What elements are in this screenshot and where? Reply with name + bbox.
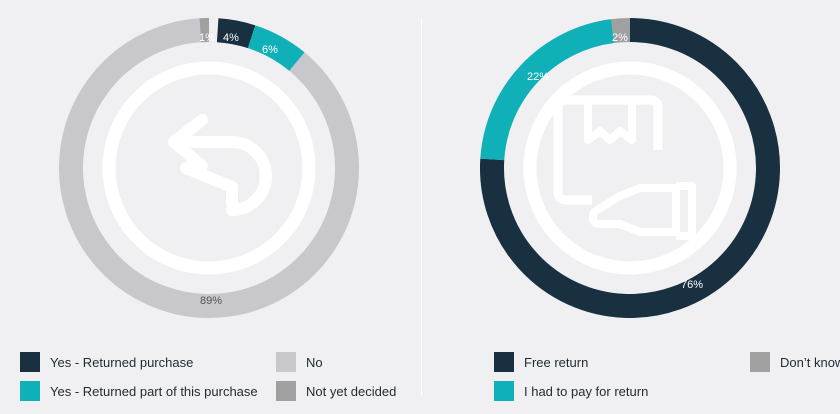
legend-swatch [494,381,514,401]
legend-item-free-return: Free return [494,352,750,372]
legend-swatch [276,381,296,401]
slice-don-t-know [611,18,631,44]
legend-item-yes-returned-purchase: Yes - Returned purchase [20,352,276,372]
package-hand-icon [523,61,737,275]
legend-item-yes-returned-part-of-this-purchase: Yes - Returned part of this purchase [20,381,276,401]
data-label-free-return: 76% [681,279,703,291]
legend-return-cost: Free return Don’t know I had to pay for re… [494,352,840,401]
legend-swatch [276,352,296,372]
slice-yes-returned-purchase [216,18,256,49]
legend-swatch [20,352,40,372]
data-label-yes-returned-purchase: 4% [223,32,239,44]
legend-item-i-had-to-pay-for-return: I had to pay for return [494,381,750,401]
legend-label: Free return [524,354,589,370]
data-label-i-had-to-pay-for-return: 22% [527,71,549,83]
slice-no [59,18,359,318]
donut-chart-returned: 4% 6% 89% 1% [59,18,359,318]
chart-divider [421,18,422,396]
data-label-yes-returned-part-of-this-purchase: 6% [262,44,278,56]
legend-label: No [306,354,323,370]
slice-yes-returned-part-of-this-purchase [247,25,305,72]
donut-chart-return-cost: 76% 22% 2% [480,18,780,318]
legend-item-not-yet-decided: Not yet decided [276,381,476,401]
slice-free-return [480,18,780,318]
data-label-no: 89% [200,295,222,307]
legend-item-don-t-know: Don’t know [750,352,840,372]
legend-label: Yes - Returned part of this purchase [50,383,258,399]
slice-i-had-to-pay-for-return [480,19,615,161]
legend-label: Yes - Returned purchase [50,354,194,370]
legend-label: Don’t know [780,354,840,370]
data-label-not-yet-decided: 1% [199,32,215,44]
legend-swatch [494,352,514,372]
data-label-don-t-know: 2% [612,32,628,44]
legend-label: Not yet decided [306,383,397,399]
return-arrow-icon [102,61,316,275]
legend-returned: Yes - Returned purchase No Yes - Returned … [20,352,476,401]
legend-item-no: No [276,352,476,372]
legend-swatch [20,381,40,401]
legend-swatch [750,352,770,372]
legend-label: I had to pay for return [524,383,649,399]
